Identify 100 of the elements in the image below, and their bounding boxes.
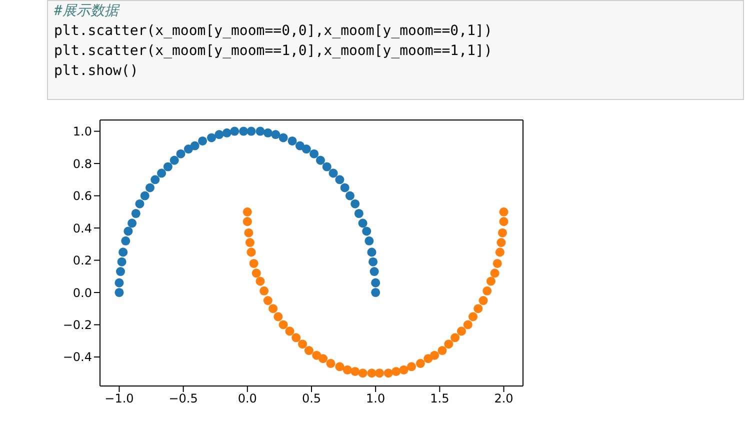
point: [406, 362, 416, 372]
point: [399, 365, 408, 374]
point: [278, 320, 288, 330]
point: [242, 217, 252, 226]
point: [117, 257, 126, 266]
y-tick-label: 0.0: [72, 286, 92, 300]
point: [222, 128, 232, 138]
point: [492, 258, 502, 268]
x-tick-label: 2.0: [494, 392, 514, 406]
point: [328, 168, 338, 178]
point: [207, 133, 216, 142]
point: [135, 199, 144, 208]
point: [114, 278, 124, 288]
point: [214, 130, 224, 140]
point: [340, 183, 350, 192]
point: [310, 149, 319, 158]
x-tick-label: 0.5: [302, 392, 322, 406]
point: [295, 141, 304, 150]
point: [468, 312, 478, 322]
point: [304, 346, 314, 356]
point: [326, 358, 336, 368]
point: [140, 191, 150, 200]
x-tick-label: 1.5: [430, 392, 450, 406]
point: [116, 267, 126, 276]
text: plt.show(): [54, 62, 140, 81]
point: [170, 156, 179, 165]
point: [246, 126, 256, 136]
point: [256, 126, 265, 136]
point: [345, 191, 354, 200]
point: [274, 312, 283, 322]
point: [198, 136, 208, 146]
point: [184, 144, 193, 154]
point: [124, 226, 133, 236]
point: [358, 218, 368, 228]
point: [252, 268, 261, 278]
point: [145, 183, 155, 192]
point: [256, 276, 265, 286]
x-tick-label: −1.0: [104, 392, 134, 406]
point: [498, 228, 508, 238]
point: [285, 326, 294, 336]
point: [444, 340, 454, 349]
point: [342, 365, 352, 374]
point: [268, 304, 278, 314]
point: [450, 333, 460, 342]
point: [392, 366, 401, 376]
point: [157, 168, 166, 178]
point: [118, 248, 128, 257]
y-tick-label: −0.2: [62, 318, 92, 332]
y-tick-label: −0.4: [62, 350, 92, 364]
x-tick-label: 0.0: [238, 392, 257, 406]
y-tick-label: 1.0: [72, 124, 92, 139]
point: [288, 136, 297, 146]
point: [318, 354, 328, 364]
x-tick-label: −0.5: [168, 392, 198, 406]
point: [474, 304, 483, 314]
point: [482, 286, 492, 296]
point: [495, 248, 504, 257]
point: [362, 226, 372, 236]
point: [368, 257, 378, 266]
point: [322, 162, 332, 172]
point: [114, 288, 124, 297]
point: [370, 267, 379, 276]
y-tick-label: 0.6: [72, 189, 92, 204]
point: [367, 368, 376, 378]
point: [230, 126, 240, 136]
point: [496, 238, 506, 248]
point: [486, 276, 496, 286]
point: [263, 296, 272, 306]
point: [176, 149, 186, 158]
point: [278, 133, 288, 142]
point: [430, 350, 440, 360]
point: [271, 130, 280, 140]
point: [384, 368, 393, 378]
point: [364, 236, 374, 246]
point: [350, 366, 360, 376]
point: [350, 199, 360, 208]
point: [128, 218, 137, 228]
point: [358, 368, 368, 378]
y-tick-label: 0.8: [72, 156, 92, 171]
text: plt.scatter(x_moom[y_moom==0,0],x_moom[y_moom==0,1]): [54, 22, 494, 41]
point: [263, 128, 272, 138]
point: [499, 217, 508, 226]
x-tick-label: 1.0: [366, 392, 386, 406]
point: [371, 278, 380, 288]
point: [260, 286, 269, 296]
point: [249, 258, 258, 268]
point: [354, 209, 364, 218]
point: [374, 368, 384, 378]
point: [371, 288, 380, 297]
point: [367, 248, 376, 257]
point: [463, 320, 472, 330]
point: [499, 207, 508, 216]
point: [131, 209, 140, 218]
point: [150, 175, 160, 184]
point: [335, 175, 344, 184]
point: [416, 358, 425, 368]
point: [456, 326, 466, 336]
point: [121, 236, 130, 246]
point: [242, 207, 252, 216]
point: [163, 162, 172, 172]
